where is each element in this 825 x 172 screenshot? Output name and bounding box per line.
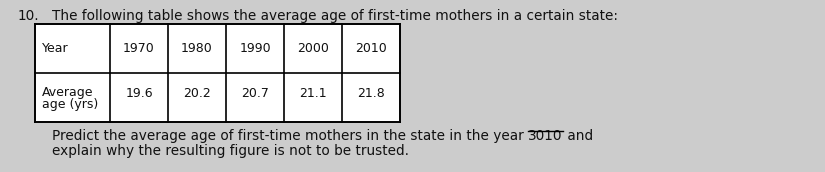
Text: and: and xyxy=(563,129,592,143)
Text: 1980: 1980 xyxy=(182,42,213,55)
Text: explain why the resulting figure is not to be trusted.: explain why the resulting figure is not … xyxy=(52,144,409,158)
Text: 1970: 1970 xyxy=(123,42,155,55)
Text: 10.: 10. xyxy=(18,9,40,23)
Text: Average: Average xyxy=(42,86,93,99)
Text: 2010: 2010 xyxy=(355,42,387,55)
Text: 20.2: 20.2 xyxy=(183,87,211,100)
Text: 1990: 1990 xyxy=(239,42,271,55)
Text: 3010: 3010 xyxy=(528,129,563,143)
Text: 21.8: 21.8 xyxy=(357,87,385,100)
Text: The following table shows the average age of first-time mothers in a certain sta: The following table shows the average ag… xyxy=(52,9,618,23)
Text: Predict the average age of first-time mothers in the state in the year: Predict the average age of first-time mo… xyxy=(52,129,528,143)
Bar xyxy=(35,24,400,122)
Text: 21.1: 21.1 xyxy=(299,87,327,100)
Text: 19.6: 19.6 xyxy=(125,87,153,100)
Text: age (yrs): age (yrs) xyxy=(42,98,98,111)
Text: Year: Year xyxy=(42,42,68,55)
Text: 2000: 2000 xyxy=(297,42,329,55)
Text: 20.7: 20.7 xyxy=(241,87,269,100)
